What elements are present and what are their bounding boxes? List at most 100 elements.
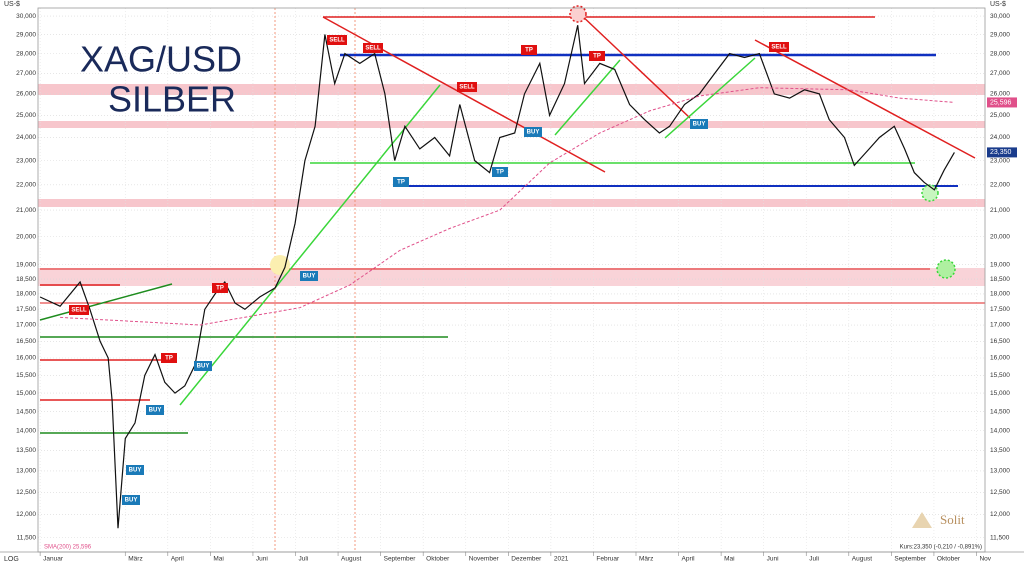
y-tick-label: 24,000	[990, 134, 1010, 141]
signal-label: BUY	[693, 122, 706, 128]
x-tick-label: Dezember	[511, 556, 542, 563]
y-tick-label: 15,000	[16, 390, 36, 397]
y-tick-label: 13,500	[990, 447, 1010, 454]
y-tick-label: 25,000	[990, 112, 1010, 119]
y-tick-label: 17,000	[16, 322, 36, 329]
y-tick-label: 22,000	[16, 182, 36, 189]
uptrend-line	[664, 57, 756, 139]
y-tick-label: 12,500	[990, 489, 1010, 496]
zone	[38, 121, 985, 128]
y-tick-label: 16,500	[16, 338, 36, 345]
signal-label: BUY	[303, 274, 316, 280]
y-tick-label: 17,000	[990, 322, 1010, 329]
signal-label: SELL	[71, 308, 87, 314]
y-tick-label: 16,000	[16, 355, 36, 362]
x-tick-label: März	[639, 556, 653, 563]
y-tick-label: 25,000	[16, 112, 36, 119]
y-tick-label: 13,000	[16, 468, 36, 475]
signal-label: BUY	[125, 498, 138, 504]
target-circle	[569, 5, 587, 23]
y-tick-label: 29,000	[16, 31, 36, 38]
y-tick-label: 23,000	[16, 157, 36, 164]
logo: Solit	[912, 512, 965, 528]
y-tick-label: 16,000	[990, 355, 1010, 362]
x-tick-label: Juli	[298, 556, 308, 563]
signal-label: TP	[216, 286, 224, 292]
y-tick-label: 18,000	[990, 291, 1010, 298]
y-tick-label: 18,000	[16, 291, 36, 298]
signal-label: SELL	[365, 46, 381, 52]
x-tick-label: Nov	[979, 556, 991, 563]
zone	[38, 84, 985, 95]
x-tick-label: September	[384, 556, 417, 563]
y-tick-label: 18,500	[990, 276, 1010, 283]
y-tick-label: 19,000	[990, 261, 1010, 268]
y-tick-label: 13,500	[16, 447, 36, 454]
price-tag	[987, 97, 1017, 108]
x-tick-label: Januar	[43, 556, 64, 563]
price-tag-label: 25,596	[990, 99, 1012, 106]
y-tick-label: 16,500	[990, 338, 1010, 345]
x-tick-label: August	[852, 556, 872, 563]
zone	[38, 268, 985, 286]
price-tag	[987, 147, 1017, 158]
y-tick-label: 11,500	[17, 534, 37, 541]
y-tick-label: 12,000	[16, 511, 36, 518]
y-tick-label: 20,000	[990, 233, 1010, 240]
signal-label: TP	[593, 54, 601, 60]
y-tick-label: 12,500	[16, 489, 36, 496]
signal-label: BUY	[197, 364, 210, 370]
signal-label: TP	[496, 170, 504, 176]
x-tick-label: Mai	[724, 556, 734, 563]
x-tick-label: Juni	[256, 556, 268, 563]
annotations: SELL SELL SELL TP TP SELL BUY BUY TP TP …	[69, 35, 789, 505]
trend-lines	[39, 5, 985, 552]
y-tick-label: 28,000	[16, 50, 36, 57]
x-tick-label: Oktober	[937, 556, 961, 563]
chart-subtitle: SILBER	[108, 79, 236, 120]
x-tick-label: November	[469, 556, 500, 563]
y-tick-label: 14,500	[16, 408, 36, 415]
signal-label: SELL	[459, 85, 475, 91]
grid	[38, 8, 985, 552]
y-tick-label: 27,000	[16, 70, 36, 77]
y-tick-label: 12,000	[990, 511, 1010, 518]
x-tick-label: September	[894, 556, 927, 563]
y-tick-label: 18,500	[16, 276, 36, 283]
x-tick-label: August	[341, 556, 361, 563]
y-tick-label: 17,500	[16, 306, 36, 313]
uptrend-line	[179, 84, 441, 406]
y-tick-label: 20,000	[16, 233, 36, 240]
chart-title: XAG/USD	[80, 39, 242, 80]
y-tick-label: 14,000	[990, 427, 1010, 434]
x-tick-label: 2021	[554, 556, 569, 563]
y-tick-label: 21,000	[16, 207, 36, 214]
y-tick-label: 30,000	[16, 13, 36, 20]
x-tick-label: Mai	[213, 556, 223, 563]
y-tick-label: 26,000	[990, 91, 1010, 98]
scale-label: LOG	[4, 556, 19, 563]
y-tick-label: 14,000	[16, 427, 36, 434]
y-tick-label: 29,000	[990, 31, 1010, 38]
target-circle	[270, 255, 290, 275]
downtrend-line	[754, 39, 976, 159]
y-tick-label: 21,000	[990, 207, 1010, 214]
series-line	[39, 25, 955, 529]
y-tick-label: 23,000	[990, 157, 1010, 164]
y-tick-label: 13,000	[990, 468, 1010, 475]
target-circle	[936, 259, 956, 279]
legend-entry: Kurs:23,350 (-0,210 / -0,891%)	[900, 545, 982, 551]
y-tick-label: 27,000	[990, 70, 1010, 77]
y-tick-label: 14,500	[990, 408, 1010, 415]
y-tick-label: 15,500	[990, 372, 1010, 379]
y-tick-label: 30,000	[990, 13, 1010, 20]
x-tick-label: März	[128, 556, 142, 563]
x-tick-label: April	[682, 556, 696, 563]
signal-label: BUY	[129, 468, 142, 474]
signal-label: TP	[525, 48, 533, 54]
signal-label: TP	[397, 180, 405, 186]
y-tick-label: 26,000	[16, 91, 36, 98]
signal-label: TP	[165, 356, 173, 362]
x-tick-label: Februar	[596, 556, 620, 563]
